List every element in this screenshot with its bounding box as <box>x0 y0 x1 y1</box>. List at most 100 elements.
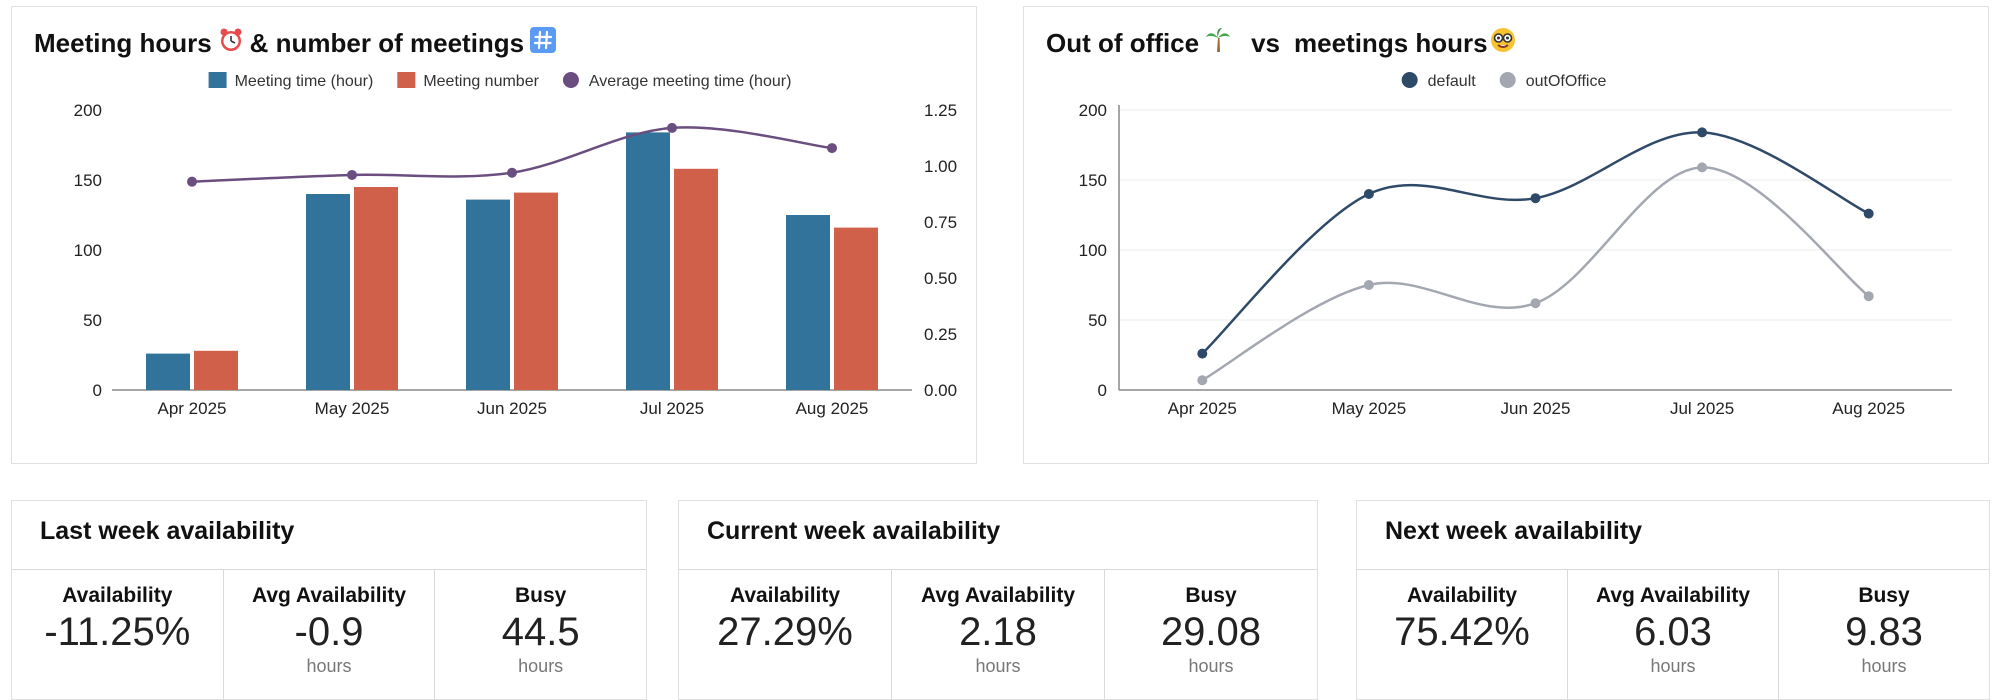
series-line-outOfOffice <box>1201 166 1870 382</box>
legend-swatch <box>1499 72 1516 88</box>
bar-meeting-number <box>514 192 558 390</box>
stat-label: Availability <box>1406 584 1518 607</box>
legend-swatch <box>397 72 416 88</box>
stat-value: 2.18 <box>959 610 1037 654</box>
stat-value: -0.9 <box>294 610 364 654</box>
x-tick-label: Aug 2025 <box>1832 399 1905 418</box>
stat-value: 44.5 <box>501 610 580 654</box>
stat-label: Busy <box>515 584 567 607</box>
y-tick-label: 100 <box>74 241 102 260</box>
bar-meeting-number <box>194 350 238 390</box>
bar-meeting-number <box>354 187 398 390</box>
alarm-clock-icon <box>218 27 244 60</box>
legend-label: Average meeting time (hour) <box>589 73 791 90</box>
y2-tick-label: 1.25 <box>924 101 957 120</box>
y-tick-label: 50 <box>1088 311 1107 330</box>
next-week-title: Next week availability <box>1385 517 1643 545</box>
next-week-stats: Availability 75.42% Avg Availability 6.0… <box>1357 569 1989 699</box>
ooo-title-part-1: Out of office <box>1046 28 1200 58</box>
meetings-chart: Meeting time (hour) Meeting number Average… <box>74 72 957 418</box>
stat-avg-availability: Avg Availability -0.9 hours <box>224 570 436 699</box>
stat-label: Busy <box>1858 584 1910 607</box>
next-week-card: Next week availability Availability 75.4… <box>1356 500 1990 700</box>
legend-label: Meeting time (hour) <box>235 73 374 90</box>
stat-busy: Busy 9.83 hours <box>1779 570 1989 699</box>
x-tick-label: Aug 2025 <box>796 399 869 418</box>
series-point-default <box>1530 193 1541 204</box>
y2-tick-label: 0.75 <box>924 213 957 232</box>
current-week-title: Current week availability <box>707 517 1001 545</box>
bar-meeting-time <box>626 132 670 390</box>
current-week-stats: Availability 27.29% Avg Availability 2.1… <box>679 569 1317 699</box>
series-point-outOfOffice <box>1530 298 1541 309</box>
hash-keycap-icon <box>530 27 557 60</box>
stat-unit: hours <box>975 656 1021 676</box>
stat-label: Avg Availability <box>920 584 1076 607</box>
legend-label: outOfOffice <box>1526 73 1607 90</box>
x-tick-label: Jun 2025 <box>1501 399 1571 418</box>
y-tick-label: 200 <box>1079 101 1107 120</box>
y2-tick-label: 0.00 <box>924 381 957 400</box>
x-tick-label: Jul 2025 <box>640 399 704 418</box>
stat-value: 9.83 <box>1845 610 1923 654</box>
bar-meeting-time <box>786 215 830 390</box>
stat-unit: hours <box>306 656 352 676</box>
series-point-default <box>1197 348 1208 359</box>
series-point-outOfOffice <box>1197 375 1208 386</box>
stat-value: 29.08 <box>1160 610 1262 654</box>
x-tick-label: Jul 2025 <box>1670 399 1734 418</box>
series-point-default <box>1863 208 1874 219</box>
palm-tree-icon <box>1205 27 1231 60</box>
stat-value: 6.03 <box>1634 610 1712 654</box>
stat-availability: Availability 75.42% <box>1357 570 1568 699</box>
current-week-card: Current week availability Availability 2… <box>678 500 1318 700</box>
stat-availability: Availability 27.29% <box>679 570 892 699</box>
legend-swatch <box>562 72 579 88</box>
stat-busy: Busy 44.5 hours <box>435 570 646 699</box>
stat-unit: hours <box>1650 656 1696 676</box>
last-week-stats: Availability -11.25% Avg Availability -0… <box>12 569 646 699</box>
y-tick-label: 50 <box>83 311 102 330</box>
ooo-chart-card: Out of office vs meetings hours default o… <box>1023 6 1989 464</box>
stat-busy: Busy 29.08 hours <box>1105 570 1317 699</box>
bar-meeting-time <box>306 194 350 390</box>
nerd-face-icon <box>1490 27 1516 60</box>
legend-label: default <box>1428 73 1477 90</box>
y-tick-label: 200 <box>74 101 102 120</box>
meetings-chart-title: Meeting hours & number of meetings <box>34 27 562 60</box>
legend-swatch <box>208 72 227 88</box>
legend-swatch <box>1401 72 1418 88</box>
ooo-chart: default outOfOffice 0 50 100 150 200 Apr 2025 Ma… <box>1079 72 1952 418</box>
x-tick-label: Apr 2025 <box>158 399 227 418</box>
bar-meeting-time <box>466 199 510 390</box>
avg-meeting-point <box>507 167 517 178</box>
last-week-title: Last week availability <box>40 517 295 545</box>
meetings-title-part-2: & number of meetings <box>249 28 525 58</box>
legend-label: Meeting number <box>423 73 539 90</box>
avg-meeting-point <box>667 122 677 133</box>
avg-meeting-point <box>827 143 837 154</box>
series-point-outOfOffice <box>1697 162 1708 173</box>
x-tick-label: May 2025 <box>315 399 390 418</box>
stat-value: 27.29% <box>717 610 853 654</box>
stat-unit: hours <box>1861 656 1907 676</box>
y2-tick-label: 0.25 <box>924 325 957 344</box>
stat-availability: Availability -11.25% <box>12 570 224 699</box>
stat-value: 75.42% <box>1394 610 1530 654</box>
x-tick-label: Apr 2025 <box>1168 399 1237 418</box>
series-point-default <box>1363 189 1374 199</box>
meetings-title-part-1: Meeting hours <box>34 28 212 58</box>
y2-tick-label: 0.50 <box>924 269 957 288</box>
stat-label: Avg Availability <box>251 584 407 607</box>
x-tick-label: May 2025 <box>1332 399 1407 418</box>
stat-avg-availability: Avg Availability 6.03 hours <box>1568 570 1779 699</box>
stat-label: Availability <box>62 584 173 607</box>
stat-avg-availability: Avg Availability 2.18 hours <box>892 570 1105 699</box>
avg-meeting-point <box>347 169 357 180</box>
series-point-outOfOffice <box>1863 291 1874 302</box>
y2-tick-label: 1.00 <box>924 157 957 176</box>
series-point-outOfOffice <box>1363 280 1374 290</box>
y-tick-label: 150 <box>1079 171 1107 190</box>
x-tick-label: Jun 2025 <box>477 399 547 418</box>
ooo-chart-title: Out of office vs meetings hours <box>1046 27 1522 60</box>
